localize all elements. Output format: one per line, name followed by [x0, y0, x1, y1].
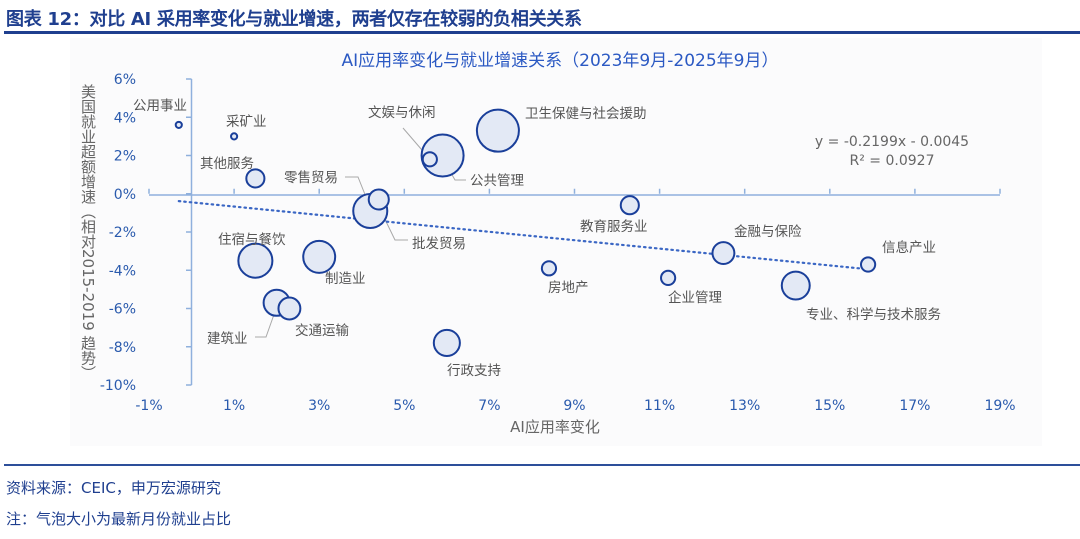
trendline-equation: y = -0.2199x - 0.0045	[815, 134, 969, 150]
x-tick-label: 19%	[984, 398, 1015, 414]
y-tick-label: -10%	[100, 378, 136, 394]
point-label: 制造业	[325, 271, 366, 287]
bubble-point[interactable]	[660, 269, 677, 286]
point-label: 卫生保健与社会援助	[525, 106, 647, 122]
bubble-point[interactable]	[432, 328, 461, 357]
y-tick-label: -4%	[109, 263, 136, 279]
point-label: 交通运输	[295, 322, 349, 339]
x-tick-label: 11%	[644, 398, 675, 414]
x-tick-label: 1%	[223, 398, 245, 414]
y-tick-label: 2%	[114, 149, 136, 165]
y-tick-label: 4%	[114, 110, 136, 126]
x-tick-label: 17%	[899, 398, 930, 414]
y-tick-label: -2%	[109, 225, 136, 241]
y-tick-label: -8%	[109, 340, 136, 356]
x-tick-label: 3%	[308, 398, 330, 414]
bubble-point[interactable]	[230, 132, 239, 141]
point-label: 建筑业	[207, 331, 248, 347]
point-label: 文娱与休闲	[368, 105, 436, 121]
point-label: 公用事业	[133, 98, 187, 114]
point-label: 企业管理	[668, 289, 722, 306]
chart-title: AI应用率变化与就业增速关系（2023年9月-2025年9月）	[342, 51, 779, 71]
bubble-point[interactable]	[711, 241, 736, 265]
chart-panel	[70, 38, 1042, 446]
y-tick-label: 0%	[114, 187, 136, 203]
point-label: 行政支持	[447, 363, 501, 379]
footnote: 注：气泡大小为最新月份就业占比	[6, 510, 232, 528]
bubble-point[interactable]	[237, 242, 274, 279]
point-label: 批发贸易	[412, 236, 466, 252]
x-tick-label: 15%	[814, 398, 845, 414]
title-divider	[4, 31, 1080, 34]
point-label: 教育服务业	[580, 219, 648, 235]
x-axis-title: AI应用率变化	[510, 418, 600, 436]
point-label: 信息产业	[882, 239, 936, 256]
x-tick-label: 7%	[478, 398, 500, 414]
x-tick-label: -1%	[135, 398, 162, 414]
point-label: 房地产	[548, 280, 589, 296]
y-tick-label: 6%	[114, 72, 136, 88]
bubble-point[interactable]	[421, 151, 438, 168]
point-label: 专业、科学与技术服务	[806, 307, 941, 323]
bubble-point[interactable]	[780, 270, 811, 301]
figure-title: 图表 12：对比 AI 采用率变化与就业增速，两者仅存在较弱的负相关关系	[6, 9, 582, 30]
point-label: 采矿业	[226, 114, 267, 130]
point-label: 其他服务	[200, 156, 254, 172]
source-note: 资料来源：CEIC，申万宏源研究	[6, 479, 221, 497]
bubble-point[interactable]	[540, 260, 558, 277]
bubble-point[interactable]	[619, 195, 640, 216]
bubble-point[interactable]	[302, 239, 337, 274]
point-label: 住宿与餐饮	[218, 231, 286, 248]
point-label: 零售贸易	[284, 170, 338, 186]
point-label: 公共管理	[470, 173, 524, 189]
x-tick-label: 9%	[563, 398, 585, 414]
bubble-point[interactable]	[245, 168, 266, 189]
trendline	[177, 199, 870, 271]
bubble-point[interactable]	[277, 296, 302, 321]
point-label: 金融与保险	[734, 224, 802, 240]
trendline-r-squared: R² = 0.0927	[850, 153, 935, 169]
bubble-point[interactable]	[367, 188, 390, 211]
bubble-point[interactable]	[475, 108, 520, 153]
bubble-point[interactable]	[859, 256, 877, 273]
y-tick-label: -6%	[109, 302, 136, 318]
bubble-point[interactable]	[174, 120, 183, 129]
y-axis-title: 美国就业超额增速（相对2015-2019 趋势）	[79, 84, 97, 381]
x-tick-label: 13%	[729, 398, 760, 414]
x-tick-label: 5%	[393, 398, 415, 414]
footer-divider	[4, 464, 1080, 466]
